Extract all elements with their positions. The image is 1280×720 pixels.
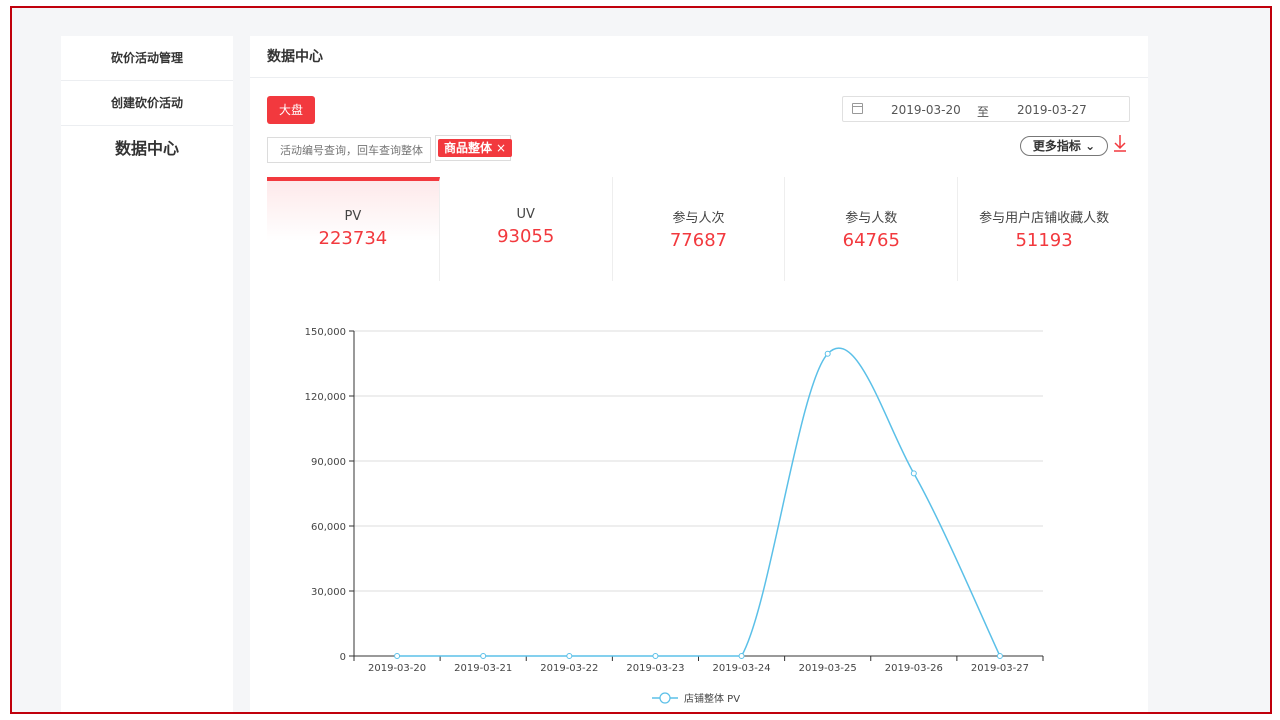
x-tick-label: 2019-03-26 xyxy=(885,663,943,674)
close-icon[interactable]: × xyxy=(496,141,507,155)
data-point xyxy=(910,470,917,477)
page-title: 数据中心 xyxy=(250,36,1148,78)
filter-tag-box[interactable]: 商品整体 × xyxy=(435,135,513,161)
x-tick-label: 2019-03-23 xyxy=(626,663,684,674)
end-date[interactable]: 2019-03-27 xyxy=(1017,103,1087,117)
metric-value: 64765 xyxy=(842,230,900,251)
y-tick-label: 30,000 xyxy=(311,587,346,598)
start-date[interactable]: 2019-03-20 xyxy=(891,103,961,117)
sidebar-item-data-center[interactable]: 数据中心 xyxy=(114,139,179,158)
x-tick-label: 2019-03-24 xyxy=(713,663,771,674)
data-point xyxy=(394,653,401,659)
metric-value: 223734 xyxy=(318,228,388,249)
x-tick-label: 2019-03-25 xyxy=(799,663,857,674)
y-tick-label: 90,000 xyxy=(311,457,346,468)
more-metrics-label: 更多指标 xyxy=(1032,139,1081,153)
metric-card-pv[interactable]: PV 223734 xyxy=(267,177,440,281)
chevron-down-icon: ⌄ xyxy=(1085,139,1096,153)
data-point xyxy=(824,350,831,357)
y-tick-label: 0 xyxy=(340,652,346,663)
metric-value: 93055 xyxy=(497,226,555,247)
x-tick-label: 2019-03-21 xyxy=(454,663,512,674)
metric-label: UV xyxy=(516,207,535,222)
more-metrics-button[interactable]: 更多指标 ⌄ xyxy=(1020,136,1108,156)
main-panel: 数据中心 大盘 2019-03-20 至 2019-03-27 商品整体× 更多… xyxy=(250,36,1148,712)
data-point xyxy=(652,653,659,659)
sidebar: 砍价活动管理 创建砍价活动 数据中心 xyxy=(61,36,233,712)
metric-cards: PV 223734 UV 93055 参与人次 77687 参与人数 64765… xyxy=(267,177,1130,281)
pv-line-chart: 0 30,000 60,000 90,000 120,000 150,000 2019-03… xyxy=(305,327,1044,705)
download-icon[interactable] xyxy=(1112,134,1128,154)
metric-card-uv[interactable]: UV 93055 xyxy=(440,177,613,281)
metric-label: 参与人次 xyxy=(672,211,725,226)
date-range-picker[interactable]: 2019-03-20 至 2019-03-27 xyxy=(842,96,1130,122)
activity-search-input[interactable] xyxy=(267,137,431,163)
metric-label: PV xyxy=(344,209,362,224)
series-line xyxy=(397,347,1001,657)
y-tick-label: 60,000 xyxy=(311,522,346,533)
filter-tag[interactable]: 商品整体 × xyxy=(438,139,513,157)
app-frame: 砍价活动管理 创建砍价活动 数据中心 数据中心 大盘 2019-03-20 至 … xyxy=(10,6,1272,714)
metric-card-participations[interactable]: 参与人次 77687 xyxy=(613,177,786,281)
metric-card-participants[interactable]: 参与人数 64765 xyxy=(785,177,959,281)
y-tick-label: 120,000 xyxy=(305,392,346,403)
data-point xyxy=(566,653,573,659)
metric-label: 参与用户店铺收藏人数 xyxy=(979,211,1110,226)
metric-label: 参与人数 xyxy=(845,211,898,226)
sidebar-item-bargain-management[interactable]: 砍价活动管理 xyxy=(61,36,233,81)
overview-button[interactable]: 大盘 xyxy=(267,96,315,124)
data-point xyxy=(738,653,745,659)
data-point xyxy=(996,653,1003,659)
calendar-icon xyxy=(852,103,863,114)
date-separator: 至 xyxy=(977,105,990,119)
metric-value: 51193 xyxy=(1015,230,1073,251)
x-tick-label: 2019-03-22 xyxy=(540,663,598,674)
x-tick-label: 2019-03-20 xyxy=(368,663,426,674)
y-tick-label: 150,000 xyxy=(305,327,346,338)
metric-card-store-favorites[interactable]: 参与用户店铺收藏人数 51193 xyxy=(958,177,1130,281)
sidebar-item-create-bargain[interactable]: 创建砍价活动 xyxy=(61,81,233,126)
filter-tag-label: 商品整体 xyxy=(444,141,493,155)
metric-value: 77687 xyxy=(669,230,728,251)
legend-marker xyxy=(659,692,671,704)
data-point xyxy=(480,653,487,659)
legend-label: 店铺整体 PV xyxy=(684,692,740,705)
x-tick-label: 2019-03-27 xyxy=(971,663,1029,674)
